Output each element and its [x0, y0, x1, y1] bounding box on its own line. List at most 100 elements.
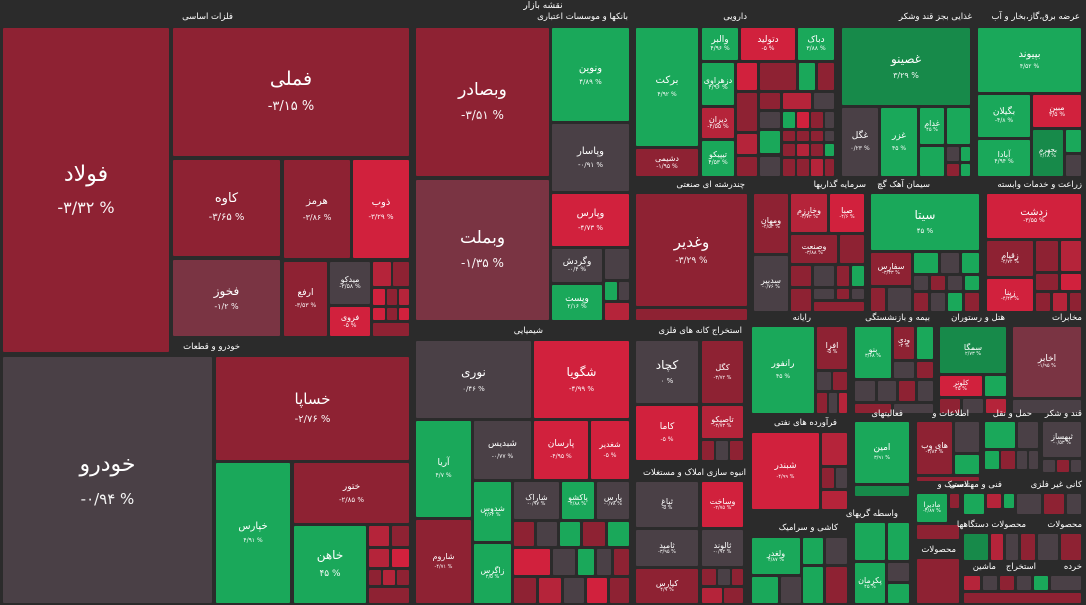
tile-small[interactable]: [855, 523, 885, 560]
tile-small[interactable]: [964, 534, 988, 560]
tile-small[interactable]: [814, 302, 864, 311]
tile-bakilan[interactable]: بگیلان -۴/۸ %: [978, 95, 1030, 137]
tile-small[interactable]: [760, 63, 796, 90]
tile-small[interactable]: [917, 362, 933, 378]
tile-small[interactable]: [825, 159, 834, 176]
tile-small[interactable]: [737, 134, 757, 154]
tile-arya[interactable]: آریا ۴/۷ %: [416, 421, 471, 517]
tile-small[interactable]: [871, 288, 885, 311]
tile-pakhsho[interactable]: پاکشو ۴/۸۸ %: [562, 482, 594, 519]
tile-small[interactable]: [826, 538, 847, 564]
tile-small[interactable]: [948, 276, 962, 290]
tile-small[interactable]: [1070, 293, 1081, 311]
tile-small[interactable]: [803, 567, 823, 603]
tile-small[interactable]: [783, 93, 811, 109]
tile-small[interactable]: [514, 522, 534, 546]
tile-small[interactable]: [899, 381, 915, 401]
tile-small[interactable]: [392, 549, 409, 567]
tile-small[interactable]: [791, 289, 811, 311]
tile-khatoor[interactable]: ختور -۲/۸۵ %: [294, 463, 409, 523]
tile-small[interactable]: [814, 289, 834, 299]
tile-small[interactable]: [961, 164, 970, 176]
tile-foroui[interactable]: فروی -۵ %: [330, 307, 370, 336]
tile-vsakht[interactable]: ثالوند -۰/۹۲ %: [702, 530, 743, 566]
tile-small[interactable]: [914, 293, 928, 311]
tile-small[interactable]: [397, 570, 409, 585]
tile-vebsader[interactable]: وبصادر -۳/۵۱ %: [416, 28, 549, 176]
tile-small[interactable]: [829, 393, 837, 413]
tile-small[interactable]: [636, 309, 747, 320]
tile-small[interactable]: [1017, 576, 1031, 590]
tile-thamid[interactable]: کیارس ۴/۹ %: [636, 569, 698, 603]
tile-dalber[interactable]: والبر ۴/۹۶ %: [702, 28, 738, 60]
tile-small[interactable]: [962, 253, 979, 273]
tile-small[interactable]: [917, 477, 979, 481]
tile-parsan[interactable]: پارسان -۴/۹۵ %: [534, 421, 588, 479]
tile-small[interactable]: [817, 393, 827, 413]
tile-small[interactable]: [583, 522, 605, 546]
tile-dtolid[interactable]: دتولید -۵ %: [741, 28, 795, 60]
tile-small[interactable]: [760, 93, 780, 109]
tile-samga[interactable]: سمگا ۲/۷۳ %: [940, 327, 1006, 373]
tile-small[interactable]: [1038, 534, 1058, 560]
tile-small[interactable]: [1017, 494, 1041, 514]
tile-small[interactable]: [732, 569, 743, 585]
tile-pakrian[interactable]: مادیرا -۴/۸۷ %: [917, 494, 947, 522]
tile-small[interactable]: [702, 588, 722, 603]
tile-vghadir[interactable]: وغدیر -۳/۲۹ %: [636, 194, 747, 306]
tile-vsanat[interactable]: وصنعت -۳/۸۸ %: [791, 235, 837, 263]
tile-small[interactable]: [964, 593, 1081, 603]
tile-ghazvin[interactable]: ثبهساز -۰/۵۳ %: [1043, 422, 1081, 457]
tile-small[interactable]: [931, 276, 945, 290]
tile-small[interactable]: [1066, 155, 1081, 176]
tile-small[interactable]: [783, 159, 795, 176]
tile-small[interactable]: [840, 235, 864, 263]
tile-small[interactable]: [914, 276, 928, 290]
tile-kechad[interactable]: کچاد ۰ %: [636, 341, 698, 403]
tile-small[interactable]: [393, 262, 409, 286]
tile-small[interactable]: [797, 131, 809, 141]
tile-small[interactable]: [1061, 534, 1081, 560]
tile-small[interactable]: [1061, 274, 1081, 290]
tile-dshimi[interactable]: دشیمی -۱/۹۵ %: [636, 149, 698, 176]
tile-ghzar[interactable]: غزر ۴۵ %: [881, 108, 917, 176]
tile-vnovin[interactable]: ونوین ۴/۸۹ %: [552, 28, 629, 121]
tile-barekat[interactable]: برکت ۴/۹۲ %: [636, 28, 698, 146]
tile-small[interactable]: [1057, 460, 1069, 472]
tile-small[interactable]: [537, 522, 557, 546]
tile-sharak[interactable]: شاراک -۰/۹۷ %: [514, 482, 559, 519]
tile-small[interactable]: [514, 549, 550, 575]
tile-small[interactable]: [947, 147, 959, 161]
tile-small[interactable]: [918, 381, 933, 401]
tile-small[interactable]: [991, 534, 1003, 560]
tile-small[interactable]: [373, 323, 409, 336]
tile-tapiko[interactable]: تاصیکو -۳/۷۳ %: [702, 406, 743, 438]
tile-small[interactable]: [387, 308, 397, 320]
tile-small[interactable]: [811, 144, 823, 156]
tile-ranfor[interactable]: رانفور ۴۵ %: [752, 327, 814, 413]
tile-small[interactable]: [799, 63, 815, 90]
tile-small[interactable]: [737, 63, 757, 90]
tile-small[interactable]: [811, 112, 823, 128]
tile-small[interactable]: [852, 266, 864, 286]
tile-small[interactable]: [1017, 451, 1027, 469]
tile-haye-web[interactable]: های وب -۳/۸۳ %: [917, 422, 952, 474]
tile-khpars[interactable]: خپارس ۴/۹۱ %: [216, 463, 290, 603]
tile-vparas[interactable]: وپارس -۴/۷۳ %: [552, 194, 629, 246]
tile-small[interactable]: [811, 159, 823, 176]
tile-small[interactable]: [369, 588, 409, 603]
tile-amin[interactable]: امین ۳/۹۱ %: [855, 422, 909, 483]
tile-small[interactable]: [817, 372, 831, 390]
tile-small[interactable]: [1013, 400, 1081, 413]
tile-small[interactable]: [560, 522, 580, 546]
tile-shoroom[interactable]: شاروم -۴/۷۱ %: [416, 520, 471, 603]
tile-small[interactable]: [702, 441, 714, 460]
tile-small[interactable]: [894, 362, 914, 378]
tile-kaloter[interactable]: کلوتر ۴۵ %: [940, 376, 982, 396]
tile-tipiko[interactable]: تیپیکو ۴/۵۳ %: [702, 141, 734, 176]
tile-small[interactable]: [837, 289, 849, 299]
tile-small[interactable]: [737, 93, 757, 131]
tile-small[interactable]: [822, 468, 834, 488]
tile-small[interactable]: [1067, 494, 1081, 514]
tile-bano[interactable]: بنو ۳/۶۸ %: [855, 327, 891, 378]
